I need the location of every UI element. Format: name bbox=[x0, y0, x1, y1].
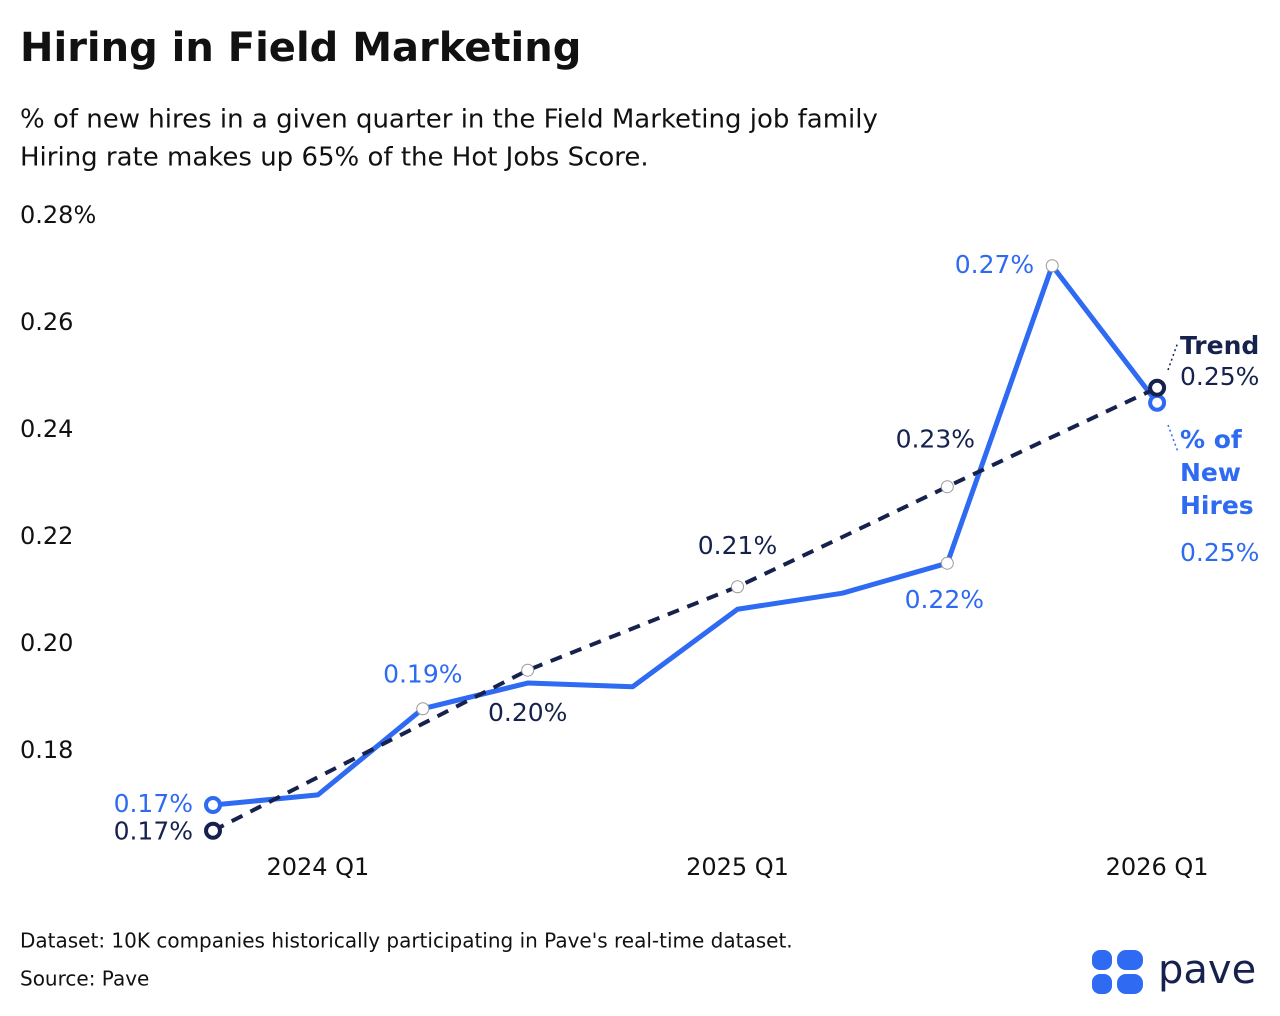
end-marker bbox=[204, 796, 222, 815]
value-label: 0.20% bbox=[488, 698, 567, 727]
y-tick-label: 0.28% bbox=[20, 201, 96, 229]
chart-title: Hiring in Field Marketing bbox=[20, 25, 581, 71]
point-marker bbox=[940, 556, 954, 570]
end-marker bbox=[1148, 393, 1167, 412]
value-label: 0.22% bbox=[905, 585, 984, 614]
y-tick-label: 0.18 bbox=[20, 736, 73, 764]
y-tick-label: 0.24 bbox=[20, 415, 73, 443]
subtitle: Hiring rate makes up 65% of the Hot Jobs… bbox=[20, 143, 649, 173]
value-label: 0.23% bbox=[896, 425, 975, 454]
value-label: 0.17% bbox=[114, 789, 193, 818]
connector bbox=[1167, 424, 1179, 453]
x-tick-label: 2024 Q1 bbox=[266, 853, 369, 881]
y-tick-label: 0.20 bbox=[20, 629, 73, 657]
point-marker bbox=[416, 702, 430, 716]
end-marker bbox=[1148, 378, 1167, 397]
connector bbox=[1167, 341, 1179, 371]
legend-label: Trend bbox=[1180, 331, 1260, 360]
point-marker bbox=[521, 663, 535, 677]
logo-text: pave bbox=[1158, 947, 1256, 993]
value-label: 0.27% bbox=[955, 250, 1034, 279]
footer-source: Source: Pave bbox=[20, 967, 149, 991]
end-marker bbox=[204, 821, 222, 840]
value-label: 0.19% bbox=[383, 660, 462, 689]
legend-label: % of New Hires bbox=[1180, 425, 1254, 520]
point-marker bbox=[940, 480, 954, 494]
series-line bbox=[212, 385, 1158, 833]
series-name: Trend bbox=[1180, 331, 1260, 360]
value-label: 0.17% bbox=[114, 817, 193, 846]
y-tick-label: 0.26 bbox=[20, 308, 73, 336]
x-tick-label: 2026 Q1 bbox=[1106, 853, 1209, 881]
series-line bbox=[212, 263, 1160, 808]
footer-dataset: Dataset: 10K companies historically part… bbox=[20, 929, 793, 953]
end-value-label: 0.25% bbox=[1180, 538, 1259, 567]
series-name: % of New Hires bbox=[1180, 425, 1254, 520]
subtitle: % of new hires in a given quarter in the… bbox=[20, 105, 878, 135]
value-label: 0.21% bbox=[698, 531, 777, 560]
point-marker bbox=[1045, 259, 1059, 273]
point-marker bbox=[731, 580, 744, 594]
logo-icon bbox=[1092, 950, 1143, 994]
y-tick-label: 0.22 bbox=[20, 522, 73, 550]
x-tick-label: 2025 Q1 bbox=[686, 853, 789, 881]
end-value-label: 0.25% bbox=[1180, 362, 1259, 391]
